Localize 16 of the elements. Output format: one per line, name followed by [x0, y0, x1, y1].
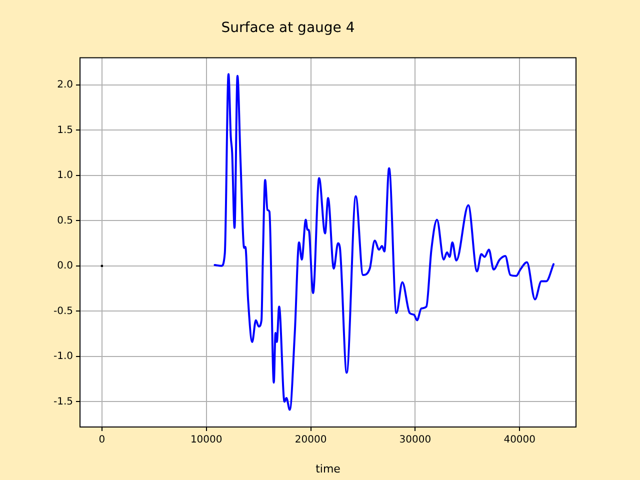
y-tick-label: -1.5	[53, 396, 73, 408]
y-tick-label: 2.0	[57, 80, 73, 91]
x-axis-title: time	[316, 462, 341, 476]
x-tick-label: 20000	[294, 434, 327, 446]
x-tick-label: 30000	[399, 434, 432, 446]
y-tick-label: 1.0	[57, 170, 73, 182]
y-tick-label: 0.5	[57, 215, 73, 226]
line-series	[214, 73, 555, 411]
y-tick-label: 0.0	[57, 260, 73, 272]
y-tick-label: 1.5	[57, 124, 73, 136]
x-tick-label: 40000	[504, 434, 536, 446]
x-tick-label: 10000	[190, 434, 222, 446]
x-tick-label: 0	[98, 434, 106, 446]
chart-title: Surface at gauge 4	[221, 20, 355, 36]
y-tick-label: -1.0	[53, 351, 73, 362]
y-tick-label: -0.5	[53, 306, 73, 317]
